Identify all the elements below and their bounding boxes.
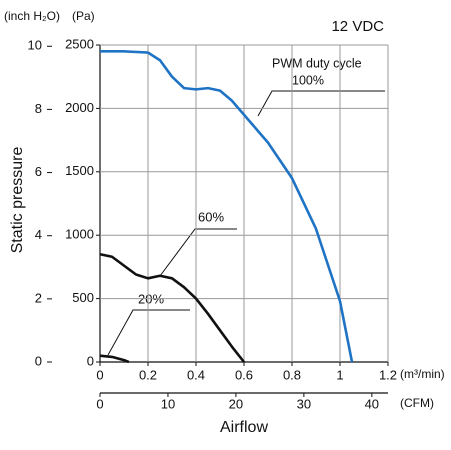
annotation: PWM duty cycle [272, 56, 362, 70]
x-axis-label: Airflow [220, 419, 268, 436]
series-line [99, 354, 130, 364]
y2-tick-label: 10 [28, 38, 42, 53]
y-tick-label: 500 [72, 290, 94, 305]
x-tick-label: 0.4 [187, 367, 205, 382]
leader-line [257, 90, 385, 117]
y2-tick-label: 2 [35, 290, 42, 305]
x2-unit: (CFM) [400, 396, 434, 410]
x-tick-label: 1 [336, 367, 343, 382]
x-tick-label: 0.2 [139, 367, 157, 382]
series-label: 100% [292, 73, 324, 87]
x2-tick-label: 20 [229, 396, 243, 411]
y2-tick-label: 4 [35, 227, 42, 242]
x-tick-label: 0 [96, 367, 103, 382]
leader-line [107, 309, 190, 356]
y-axis-label: Static pressure [9, 147, 26, 254]
x2-tick-label: 30 [297, 396, 311, 411]
y-tick-label: 0 [87, 353, 94, 368]
y-unit: (Pa) [72, 9, 95, 23]
y2-tick-label: 0 [35, 353, 42, 368]
y-tick-label: 2000 [65, 100, 94, 115]
series-line [99, 252, 246, 363]
series-line [100, 50, 354, 363]
y-tick-label: 1000 [65, 227, 94, 242]
x-tick-label: 0.8 [283, 367, 301, 382]
x2-tick-label: 0 [96, 396, 103, 411]
x-unit: (m³/min) [400, 367, 445, 381]
leader-line [159, 228, 237, 277]
chart-title: 12 VDC [331, 18, 384, 35]
y2-tick-label: 8 [35, 101, 42, 116]
y-tick-label: 2500 [65, 36, 94, 51]
y-tick-label: 1500 [65, 163, 94, 178]
x2-tick-label: 10 [161, 396, 175, 411]
x-tick-label: 0.6 [235, 367, 253, 382]
y2-unit: (inch H₂O) [4, 9, 60, 23]
x2-tick-label: 40 [365, 396, 379, 411]
y2-tick-label: 6 [35, 164, 42, 179]
series-label: 60% [198, 209, 224, 224]
x-tick-label: 1.2 [379, 367, 397, 382]
